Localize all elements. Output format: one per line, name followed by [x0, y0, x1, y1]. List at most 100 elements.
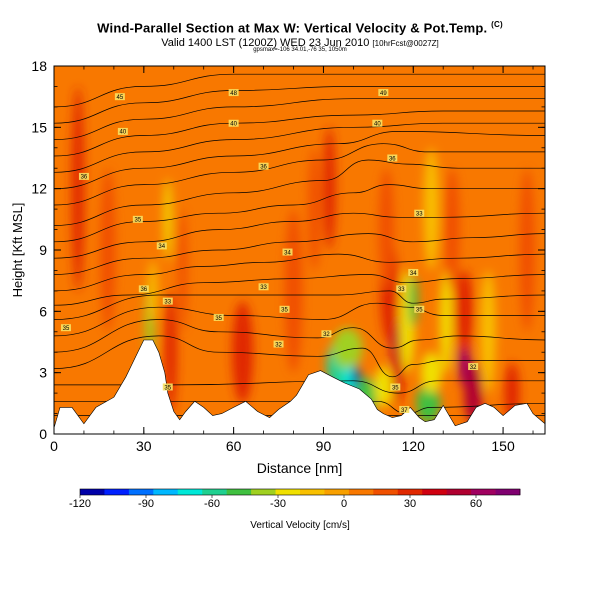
x-tick-label: 60: [226, 438, 242, 454]
contour-label-bg: [228, 89, 239, 97]
chart-title-text: Wind-Parallel Section at Max W: Vertical…: [97, 20, 488, 36]
colorbar-tick-label: -120: [69, 498, 91, 510]
colorbar-tick-label: -60: [204, 498, 220, 510]
colorbar-swatch: [397, 489, 423, 495]
theta-contour-52: [54, 110, 545, 157]
theta-contour-43: [54, 274, 545, 306]
theta-contour-50: [54, 131, 545, 190]
contour-label: 40: [120, 130, 127, 136]
colorbar-swatch: [373, 489, 399, 495]
contour-labels: 45 48 49 40 40 40 36 36 36 35 33 34 34 34 36 33 33 33 35 35…: [60, 89, 479, 414]
contour-label: 36: [140, 287, 147, 293]
contour-label-bg: [78, 172, 89, 180]
velocity-cell: [178, 209, 188, 332]
colorbar-frame: [79, 488, 521, 496]
colorbar-swatch: [422, 489, 448, 495]
colorbar-tick-label: -90: [138, 498, 154, 510]
contour-label: 32: [275, 342, 282, 348]
colorbar-swatch: [226, 489, 252, 495]
contour-label: 32: [470, 365, 477, 371]
velocity-cell: [519, 168, 535, 332]
contour-label-bg: [162, 297, 173, 305]
colorbar-swatch: [251, 489, 276, 495]
contour-label-bg: [408, 268, 419, 276]
theta-contours: [54, 73, 545, 416]
contour-label: 35: [164, 385, 171, 391]
theta-contour-49: [54, 143, 545, 206]
velocity-cell: [408, 275, 418, 327]
colorbar-label: Vertical Velocity [cm/s]: [250, 520, 350, 531]
contour-label-bg: [60, 324, 71, 332]
contour-label: 35: [416, 308, 423, 314]
colorbar-swatch: [275, 489, 301, 495]
colorbar-swatch: [80, 489, 105, 495]
contour-label: 35: [63, 326, 70, 332]
theta-contour-45: [54, 233, 545, 275]
velocity-cell: [455, 270, 474, 353]
colorbar: -120 -90 -60 -30 0 30 60 Vertical Velocity [cm/…: [69, 488, 521, 531]
contour-label-bg: [138, 285, 149, 293]
velocity-cell: [420, 352, 442, 394]
contour-label-bg: [114, 93, 125, 101]
contour-label: 40: [230, 122, 237, 128]
colorbar-swatch: [128, 489, 154, 495]
contour-label-bg: [273, 340, 284, 348]
colorbar-swatch: [202, 489, 228, 495]
contour-label-bg: [372, 119, 383, 127]
y-axis-label: Height [Kft MSL]: [10, 203, 25, 298]
x-tick-label: 90: [316, 438, 332, 454]
theta-contour-42: [54, 290, 545, 320]
colorbar-swatch: [300, 489, 325, 495]
y-tick-label: 0: [39, 426, 47, 442]
colorbar-swatch: [348, 489, 374, 495]
contour-label-bg: [282, 248, 293, 256]
contour-label: 48: [230, 91, 237, 97]
colorbar-tick-label: 30: [404, 498, 416, 510]
contour-label-bg: [396, 285, 407, 293]
contour-label: 36: [81, 175, 88, 181]
contour-label-bg: [390, 383, 401, 391]
contour-label: 36: [389, 156, 396, 162]
chart-title-mark: (C): [491, 20, 503, 29]
contour-label: 33: [398, 287, 405, 293]
contour-label-bg: [228, 119, 239, 127]
contour-label: 33: [416, 212, 423, 218]
velocity-cell: [440, 270, 453, 373]
theta-contour-44: [54, 253, 545, 292]
theta-contour-39: [54, 335, 545, 378]
velocity-cell: [148, 260, 158, 322]
velocity-cell: [480, 270, 496, 394]
contour-label: 37: [401, 408, 408, 414]
velocity-cell: [164, 290, 177, 414]
colorbar-swatch: [471, 489, 496, 495]
chart-subtitle: Valid 1400 LST (1200Z) WED 23 Jun 2010 […: [0, 37, 600, 49]
theta-contour-41: [54, 302, 545, 337]
contour-label-bg: [156, 242, 167, 250]
velocity-cell: [374, 366, 393, 408]
contour-label-bg: [117, 127, 128, 135]
contour-label: 40: [374, 122, 381, 128]
x-tick-label: 120: [402, 438, 426, 454]
plot-area: 45 48 49 40 40 40 36 36 36 35 33 34 34 34 36 33 33 33 35 35…: [54, 66, 545, 434]
y-tick-label: 15: [31, 119, 47, 135]
theta-contour-40: [54, 319, 545, 353]
contour-label-bg: [279, 305, 290, 313]
contour-label: 33: [164, 299, 171, 305]
velocity-cell: [100, 168, 116, 332]
theta-contour-54: [54, 86, 545, 124]
contour-label: 34: [158, 244, 165, 250]
contour-label: 45: [117, 95, 124, 101]
contour-label-bg: [258, 283, 269, 291]
velocity-cell: [71, 86, 84, 291]
colorbar-tick-label: 0: [341, 498, 347, 510]
y-tick-label: 3: [39, 365, 47, 381]
velocity-cell: [232, 301, 254, 404]
chart-subtitle2: gpsmax=-106 34.01,-76 35, 1050m: [253, 47, 347, 53]
chart-subtitle-main: Valid 1400 LST (1200Z) WED 23 Jun 2010: [161, 37, 370, 49]
colorbar-tick-label: -30: [270, 498, 286, 510]
colorbar-swatch: [446, 489, 472, 495]
y-tick-label: 12: [31, 181, 47, 197]
x-tick-label: 30: [136, 438, 152, 454]
contour-label: 34: [410, 271, 417, 277]
